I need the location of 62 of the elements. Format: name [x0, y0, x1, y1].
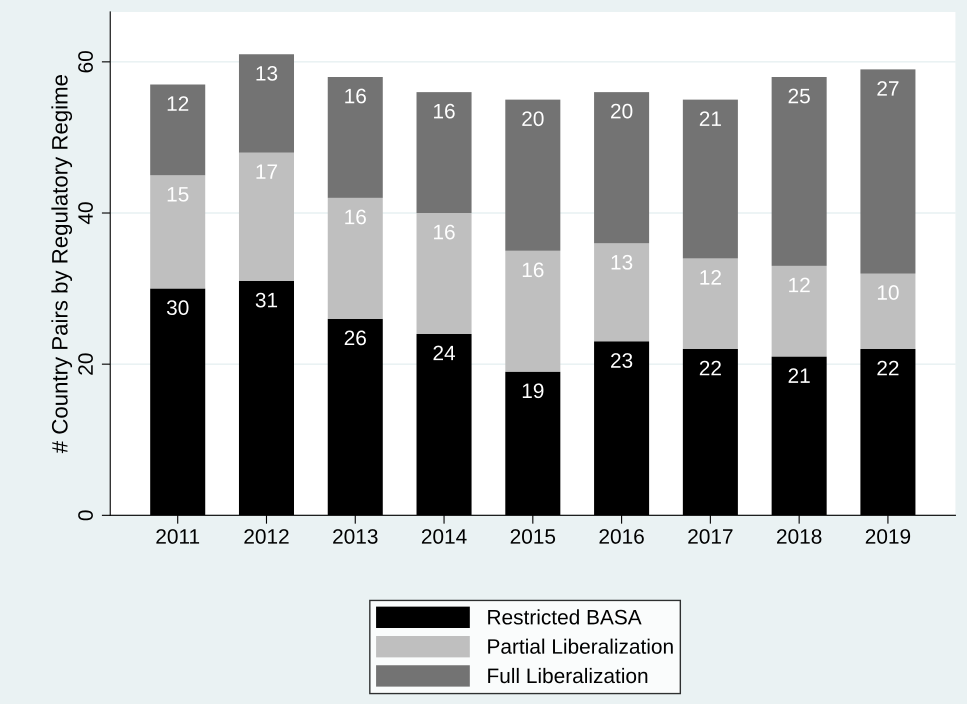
- bar: [505, 100, 560, 251]
- data-label: 22: [877, 360, 898, 376]
- y-tick-label: 60: [78, 51, 93, 72]
- legend-label: Restricted BASA: [488, 609, 642, 625]
- data-label: 21: [788, 368, 810, 383]
- data-label: 19: [522, 383, 544, 398]
- bar: [682, 258, 738, 350]
- data-label: 12: [168, 96, 188, 111]
- x-tick-label: 2012: [244, 529, 289, 544]
- data-label: 12: [700, 270, 721, 285]
- data-label: 13: [612, 254, 632, 270]
- data-label: 22: [700, 360, 721, 376]
- bar: [772, 76, 827, 266]
- bar: [416, 213, 472, 334]
- data-label: 25: [788, 88, 810, 104]
- data-label: 16: [522, 262, 544, 278]
- bar: [505, 250, 560, 372]
- bar: [328, 198, 383, 319]
- data-label: 17: [256, 164, 278, 179]
- x-tick-label: 2013: [333, 529, 378, 544]
- x-tick-label: 2015: [510, 529, 556, 544]
- y-tick-label: 0: [78, 510, 93, 520]
- data-label: 27: [877, 81, 898, 96]
- x-tick-label: 2016: [599, 529, 644, 544]
- bar: [594, 92, 650, 244]
- data-label: 24: [434, 346, 456, 360]
- bar: [416, 92, 472, 214]
- data-label: 16: [345, 88, 366, 104]
- legend-label: Partial Liberalization: [488, 638, 673, 654]
- data-label: 12: [789, 278, 810, 292]
- bar: [860, 69, 916, 274]
- bar: [238, 152, 294, 282]
- data-label: 30: [166, 300, 188, 316]
- x-tick-label: 2017: [688, 529, 732, 544]
- data-label: 20: [611, 104, 632, 119]
- data-label: 21: [700, 111, 721, 126]
- bar: [238, 54, 294, 153]
- bar: [328, 76, 383, 198]
- data-label: 16: [345, 210, 366, 224]
- bar: [150, 84, 206, 176]
- bar: [860, 273, 916, 350]
- data-label: 20: [522, 111, 544, 126]
- data-label: 13: [256, 66, 278, 81]
- bar: [682, 100, 738, 258]
- data-label: 15: [168, 187, 188, 202]
- legend-label: Full Liberalization: [488, 668, 648, 684]
- x-tick-label: 2011: [156, 529, 200, 544]
- data-label: 10: [878, 285, 899, 300]
- y-tick-label: 40: [78, 202, 93, 224]
- bar: [772, 266, 827, 357]
- data-label: 16: [434, 224, 455, 240]
- data-label: 26: [344, 330, 366, 346]
- x-tick-label: 2019: [866, 529, 910, 544]
- bar: [150, 175, 206, 289]
- x-tick-label: 2018: [777, 529, 822, 544]
- data-label: 31: [256, 292, 278, 308]
- bar: [594, 243, 650, 342]
- x-tick-label: 2014: [422, 529, 467, 544]
- data-label: 16: [434, 104, 455, 119]
- y-tick-label: 20: [78, 353, 93, 375]
- data-label: 23: [611, 353, 632, 368]
- y-axis-title: # Country Pairs by Regulatory Regime: [51, 75, 72, 454]
